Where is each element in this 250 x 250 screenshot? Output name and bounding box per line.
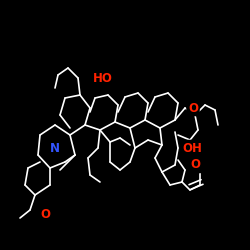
Text: O: O — [188, 102, 198, 114]
Text: O: O — [190, 158, 200, 172]
Text: HO: HO — [93, 72, 113, 85]
Text: OH: OH — [182, 142, 202, 154]
Text: O: O — [40, 208, 50, 222]
Text: N: N — [50, 142, 60, 154]
